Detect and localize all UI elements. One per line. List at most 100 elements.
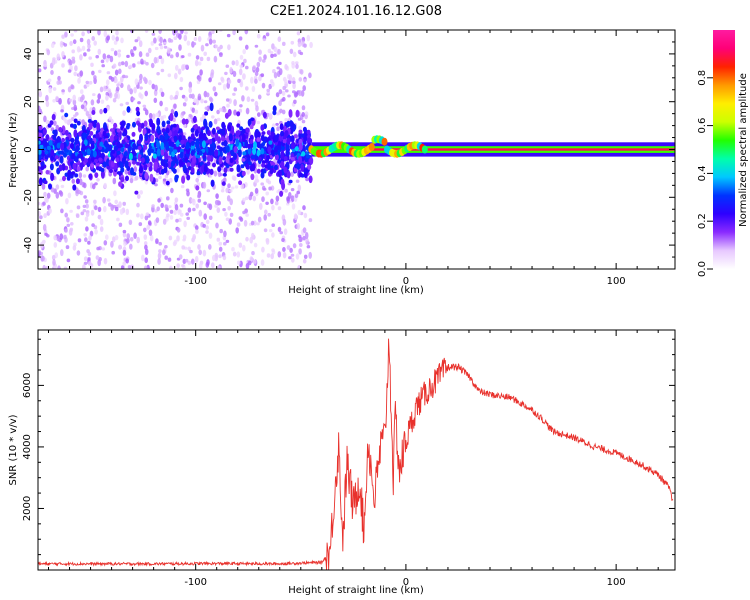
noise-point [186,216,190,220]
noise-point [50,42,55,48]
noise-point [79,37,84,43]
spectrogram-y-axis-label: Frequency (Hz) [8,112,19,188]
noise-band-point [158,155,163,161]
noise-point [176,263,180,268]
noise-point [114,69,119,76]
noise-point [206,56,211,62]
noise-band-point [120,147,125,153]
noise-point [148,47,152,54]
noise-point [82,174,87,178]
noise-point [258,75,262,82]
noise-band-point [70,123,74,128]
noise-band-point [166,120,171,125]
noise-point [118,244,122,250]
noise-point [178,33,182,40]
noise-band-point [109,128,114,132]
noise-point [103,30,108,38]
noise-point [83,261,88,265]
noise-point [125,208,130,215]
noise-point [134,78,139,86]
noise-point [45,100,50,108]
noise-band-point [198,150,203,156]
noise-point [205,225,209,230]
noise-band-point [236,164,241,173]
noise-band-point [247,143,252,149]
noise-band-point [261,131,266,135]
noise-point [284,118,289,122]
noise-band-point [38,148,42,155]
noise-point [244,30,249,35]
noise-band-point [137,145,142,151]
colorbar: 0.0 0.2 0.4 0.6 0.8 Normalized spectral ampl… [697,30,749,277]
noise-band-point [102,130,107,137]
noise-point [301,119,306,124]
noise-point [96,99,101,104]
noise-point [274,201,279,206]
noise-point [72,245,77,251]
noise-point [268,83,273,90]
noise-band-point [137,139,142,145]
noise-point [143,241,148,246]
noise-point [42,201,46,206]
noise-point [192,207,196,212]
noise-point [133,166,138,173]
noise-point [250,98,255,102]
noise-point [106,198,111,202]
noise-point [282,247,286,252]
noise-point [173,103,177,109]
noise-point [70,84,74,90]
spectrogram-y-tick-label: 0 [23,146,34,152]
noise-band-point [261,162,266,168]
noise-point [113,190,117,197]
noise-point [286,196,290,202]
noise-point [238,68,243,76]
noise-point [257,112,261,117]
noise-band-point [75,178,80,185]
noise-band-point [70,137,75,143]
noise-point [147,220,152,226]
noise-point [292,82,296,90]
noise-point [144,215,149,221]
noise-point [308,251,313,259]
snr-frame [37,329,676,571]
noise-point [114,234,119,241]
noise-point [211,115,215,119]
noise-point [94,205,98,211]
noise-point [41,255,45,262]
noise-point [273,72,278,79]
noise-band-point [303,168,308,173]
noise-point [212,39,216,44]
noise-point [301,105,306,111]
noise-point [241,95,245,102]
noise-point [160,57,165,65]
noise-point [302,85,307,92]
noise-point [176,167,180,173]
noise-point [302,227,307,234]
noise-band-point [122,157,127,162]
noise-point [203,100,208,104]
noise-point [156,206,160,212]
noise-band-point [84,158,88,164]
noise-band-point [103,107,108,114]
noise-point [93,199,97,204]
noise-point [76,250,81,256]
noise-band-point [257,156,262,162]
noise-point [299,51,304,56]
noise-point [99,218,104,226]
noise-point [73,71,77,77]
noise-point [93,40,97,46]
noise-band-point [260,124,265,131]
noise-point [251,85,256,92]
noise-band-point [270,131,275,137]
noise-point [127,84,131,92]
noise-band-point [250,155,255,159]
noise-point [98,257,102,262]
noise-point [179,203,184,208]
noise-point [282,96,286,102]
noise-point [166,47,171,54]
noise-band-point [217,166,222,173]
noise-point [277,251,282,258]
noise-point [66,258,71,263]
noise-point [214,200,219,205]
noise-point [113,40,118,45]
